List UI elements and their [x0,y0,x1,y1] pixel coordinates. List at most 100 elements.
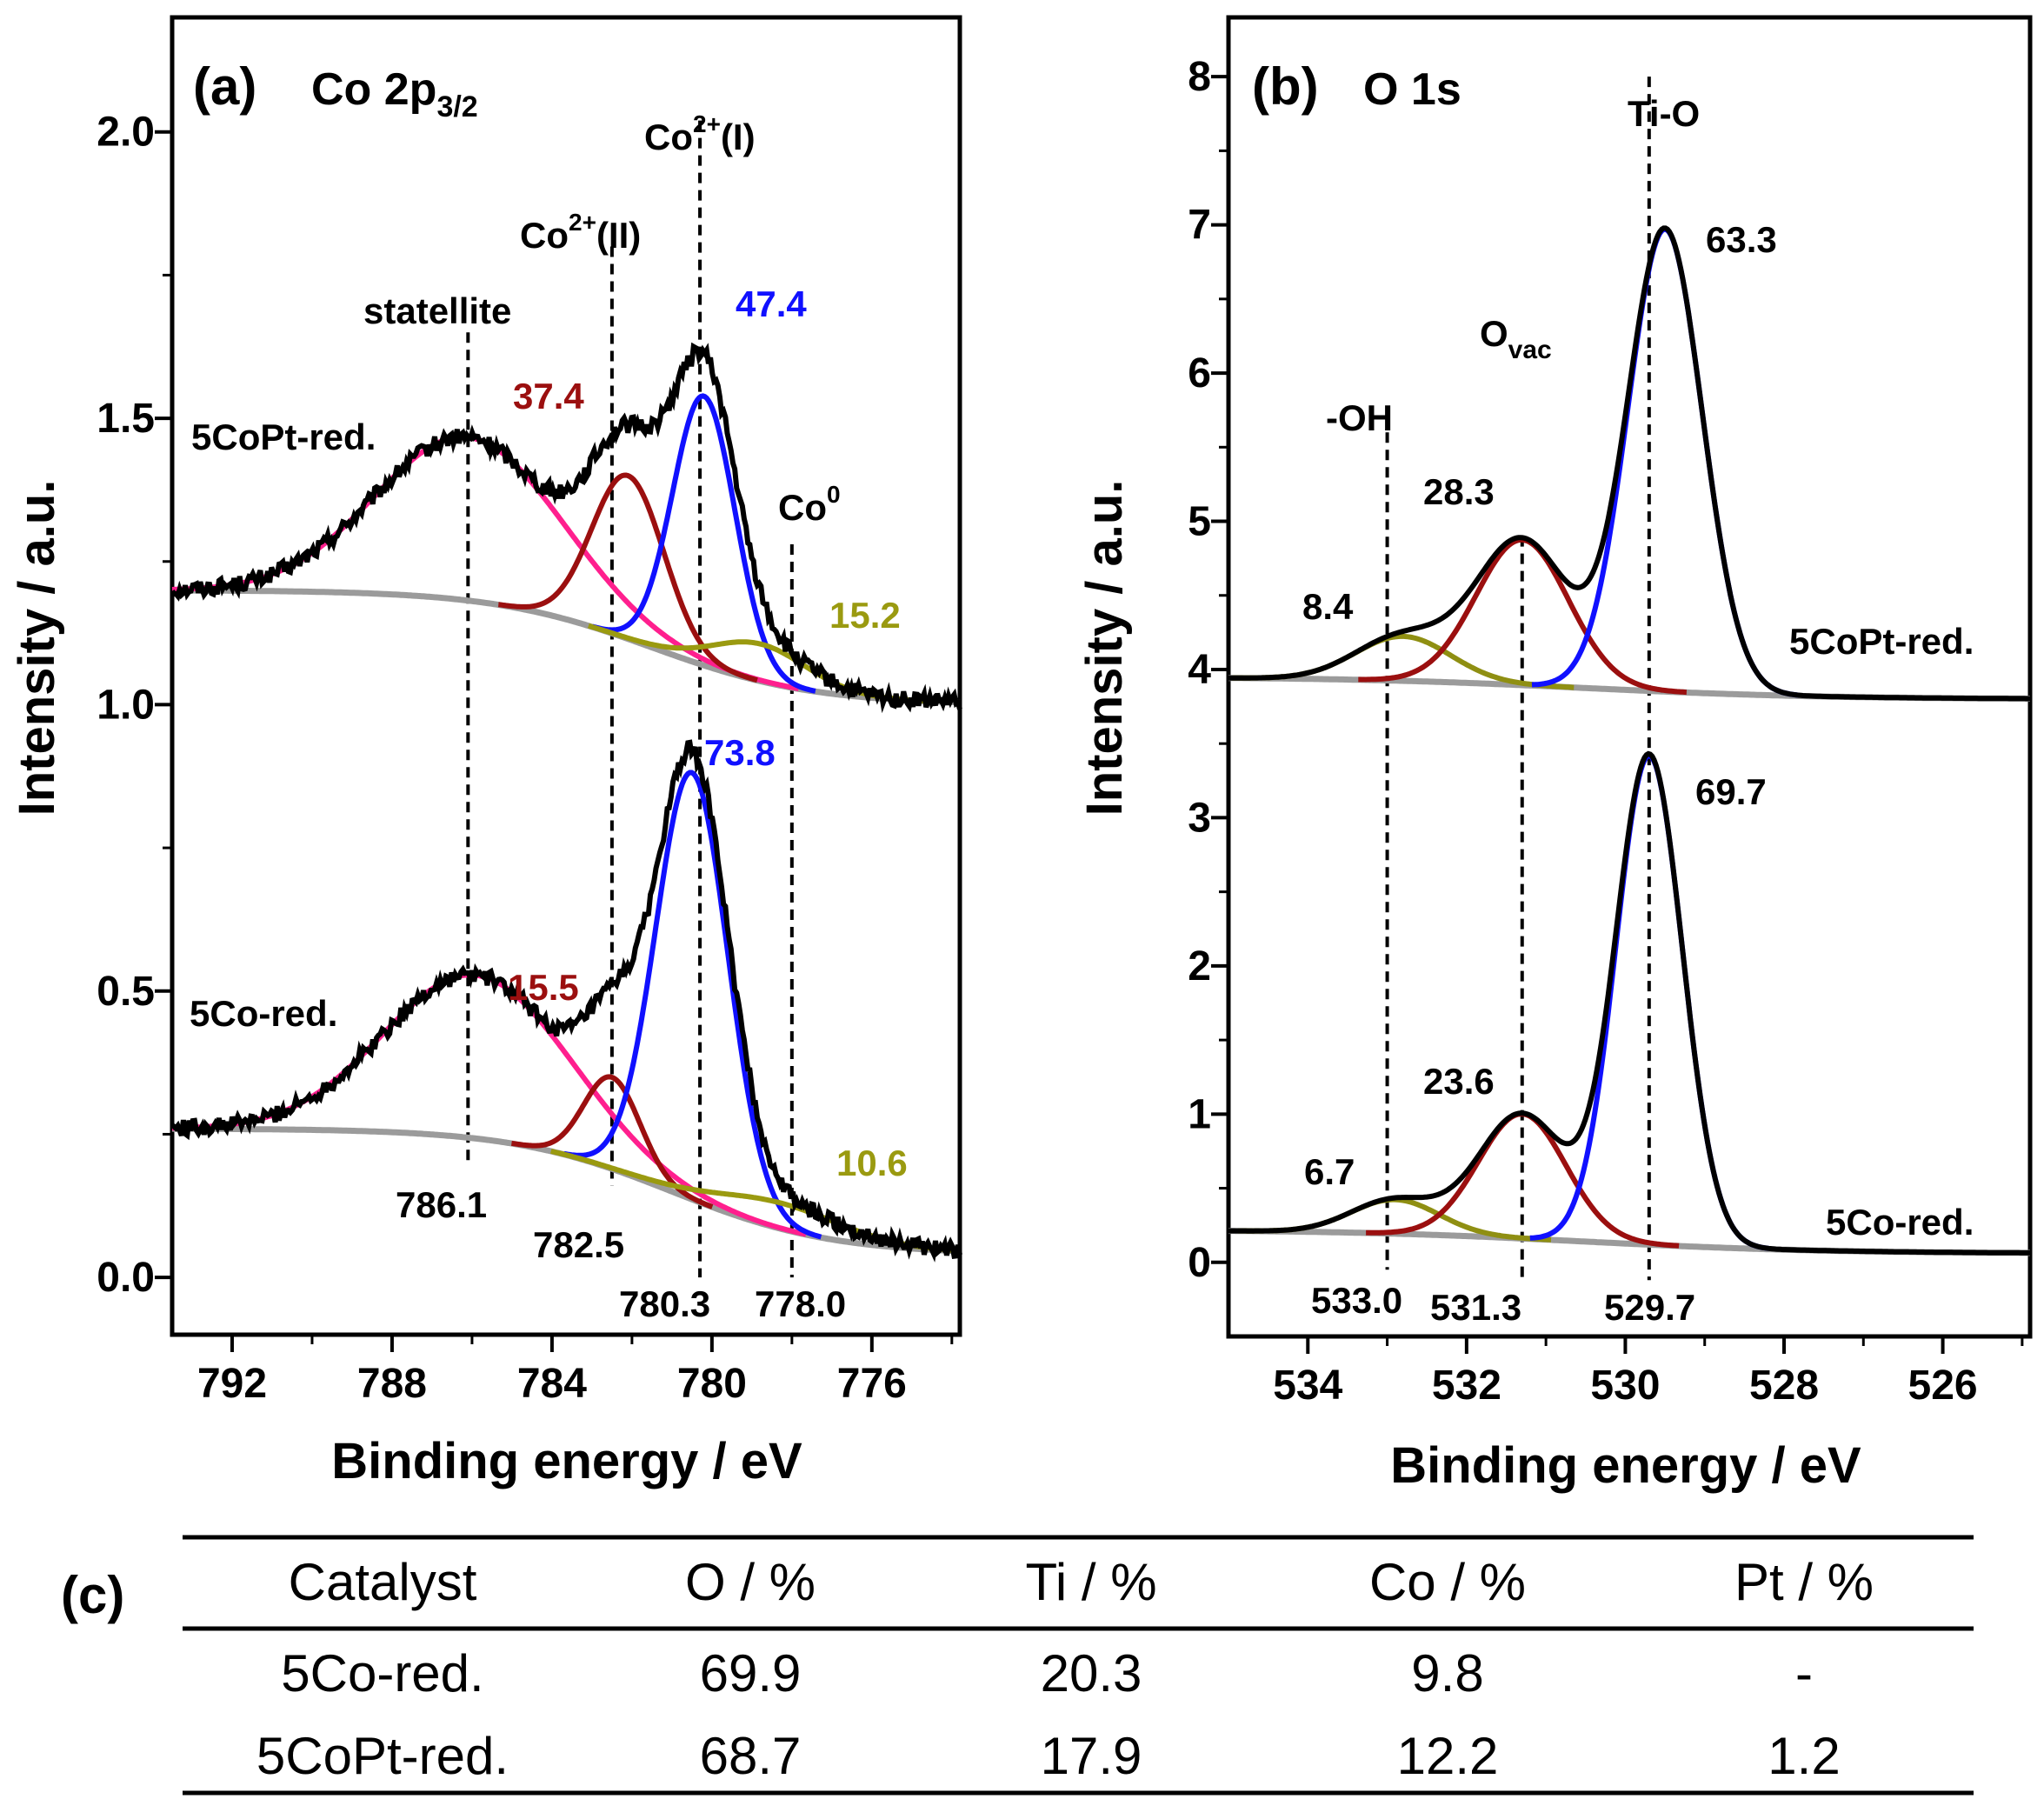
panel-b-letter: (b) [1252,57,1319,116]
panel-b-sample-label-copt: 5CoPt-red. [1789,621,1974,662]
panel-b-y-ticks: 0 1 2 3 4 5 6 7 8 [1188,54,1228,1286]
y-tick-label: 1.5 [97,396,155,442]
x-tick-label: 532 [1432,1363,1501,1409]
panel-a-co2-i-name: Co [644,117,693,157]
panel-c-table: (c) Catalyst O / % Ti / % Co / % Pt / % … [61,1535,1974,1796]
y-tick-label: 5 [1188,499,1211,545]
panel-a-pct-co-0: 10.6 [836,1143,908,1183]
y-tick-label: 0.5 [97,969,155,1015]
panel-b-pct-co-ovac: 23.6 [1423,1061,1495,1102]
panel-b-ref-label-3: 529.7 [1604,1287,1695,1328]
panel-b-x-ticks: 534 532 530 528 526 [1273,1336,2024,1409]
table-cell: 1.2 [1768,1727,1840,1785]
panel-a-reference-lines [466,120,794,1278]
panel-b-ylabel: Intensity / a.u. [1076,480,1133,816]
panel-a-co2p: 792 788 784 780 776 0.0 0.5 1.0 1.5 2.0 (a) Co 2… [9,15,962,1489]
panel-b-oh-label: -OH [1326,397,1393,438]
measured-spectrum [170,342,962,714]
panel-a-co0-name: Co [778,487,827,528]
panel-b-xlabel: Binding energy / eV [1390,1437,1861,1494]
table-cell: 69.9 [700,1644,802,1702]
panel-b-ovac-name: O [1480,313,1508,354]
panel-c-letter: (c) [61,1566,124,1624]
panel-a-pct-copt-0: 15.2 [829,595,901,636]
panel-a-xlabel: Binding energy / eV [331,1433,802,1489]
panel-b-pct-copt-oh: 8.4 [1302,586,1354,627]
panel-b-ref-label-2: 531.3 [1430,1287,1521,1328]
table-cell: - [1795,1644,1813,1702]
panel-a-measured-spectra [170,342,962,1263]
x-tick-label: 792 [197,1361,267,1407]
x-tick-label: 534 [1273,1363,1342,1409]
panel-a-co2-ii-label: Co2+(II) [520,209,641,256]
panel-b-pct-co-tio: 69.7 [1695,771,1767,812]
panel-a-ref-label-3: 780.3 [619,1283,710,1324]
table-cell: 12.2 [1397,1727,1499,1785]
measured-spectrum [1228,225,2030,702]
component-peak [1531,226,1800,698]
x-tick-label: 780 [677,1361,747,1407]
panel-a-pct-co-i: 73.8 [704,732,776,773]
table-cell: 20.3 [1041,1644,1142,1702]
panel-a-ylabel: Intensity / a.u. [9,480,65,816]
x-tick-label: 776 [837,1361,907,1407]
panel-a-sample-label-copt: 5CoPt-red. [191,416,376,457]
panel-a-co0-label: Co0 [778,481,841,528]
panel-a-co0-sup: 0 [827,481,841,508]
y-tick-label: 3 [1188,795,1211,841]
x-tick-label: 528 [1749,1363,1819,1409]
y-tick-label: 4 [1188,647,1211,693]
panel-b-measured-spectra [1228,225,2030,1256]
y-tick-label: 0.0 [97,1255,155,1301]
table-header-co: Co / % [1369,1553,1526,1611]
table-header-o: O / % [685,1553,816,1611]
panel-a-x-ticks: 792 788 784 780 776 [197,1335,954,1407]
y-tick-label: 1.0 [97,682,155,728]
table-header-ti: Ti / % [1025,1553,1156,1611]
panel-b-pct-copt-ovac: 28.3 [1423,471,1495,512]
table-cell: 9.8 [1411,1644,1483,1702]
panel-a-co2-i-label: Co2+(I) [644,110,756,157]
panel-b-title: O 1s [1363,64,1461,115]
panel-a-satellite-label: statellite [363,290,511,331]
panel-a-co2-i-suffix: (I) [721,117,756,157]
y-tick-label: 2 [1188,943,1211,989]
table-cell: 5Co-red. [281,1644,483,1702]
table-cell: 68.7 [700,1727,802,1785]
y-tick-label: 0 [1188,1240,1211,1286]
panel-a-ref-label-2: 782.5 [533,1224,624,1265]
table-header-catalyst: Catalyst [289,1553,477,1611]
panel-a-co2-ii-suffix: (II) [596,215,641,256]
panel-b-components [1232,226,1800,1251]
measured-spectrum [170,739,962,1263]
panel-a-co2-ii-name: Co [520,215,569,256]
panel-b-pct-co-oh: 6.7 [1304,1151,1355,1192]
y-tick-label: 2.0 [97,110,155,156]
table-cell: 5CoPt-red. [256,1727,509,1785]
panel-b-sample-label-co: 5Co-red. [1826,1202,1974,1243]
panel-a-sample-label-co: 5Co-red. [190,993,337,1034]
panel-a-ref-label-1: 786.1 [396,1184,487,1225]
panel-b-ref-label-1: 533.0 [1311,1280,1402,1321]
component-peak [498,472,758,683]
panel-a-co2-i-sup: 2+ [693,110,721,137]
panel-b-ovac-sub: vac [1508,336,1552,364]
y-tick-label: 6 [1188,350,1211,396]
x-tick-label: 784 [517,1361,587,1407]
y-tick-label: 8 [1188,54,1211,100]
table-cell: 17.9 [1041,1727,1142,1785]
x-tick-label: 526 [1908,1363,1978,1409]
panel-a-pct-copt-i: 47.4 [736,283,807,324]
x-tick-label: 530 [1590,1363,1660,1409]
y-tick-label: 1 [1188,1091,1211,1137]
panel-a-pct-copt-ii: 37.4 [513,376,584,416]
x-tick-label: 788 [357,1361,427,1407]
panel-a-components [171,393,961,1254]
panel-b-o1s: 534 532 530 528 526 0 1 2 3 4 5 6 7 8 (b) O 1s -OH O… [1076,15,2033,1494]
panel-a-title-main: Co 2p [311,64,436,115]
panel-b-tio-label: Ti-O [1628,93,1700,134]
panel-b-ovac-label: Ovac [1480,313,1552,364]
panel-a-y-ticks: 0.0 0.5 1.0 1.5 2.0 [97,110,172,1301]
panel-a-co2-ii-sup: 2+ [569,209,596,236]
